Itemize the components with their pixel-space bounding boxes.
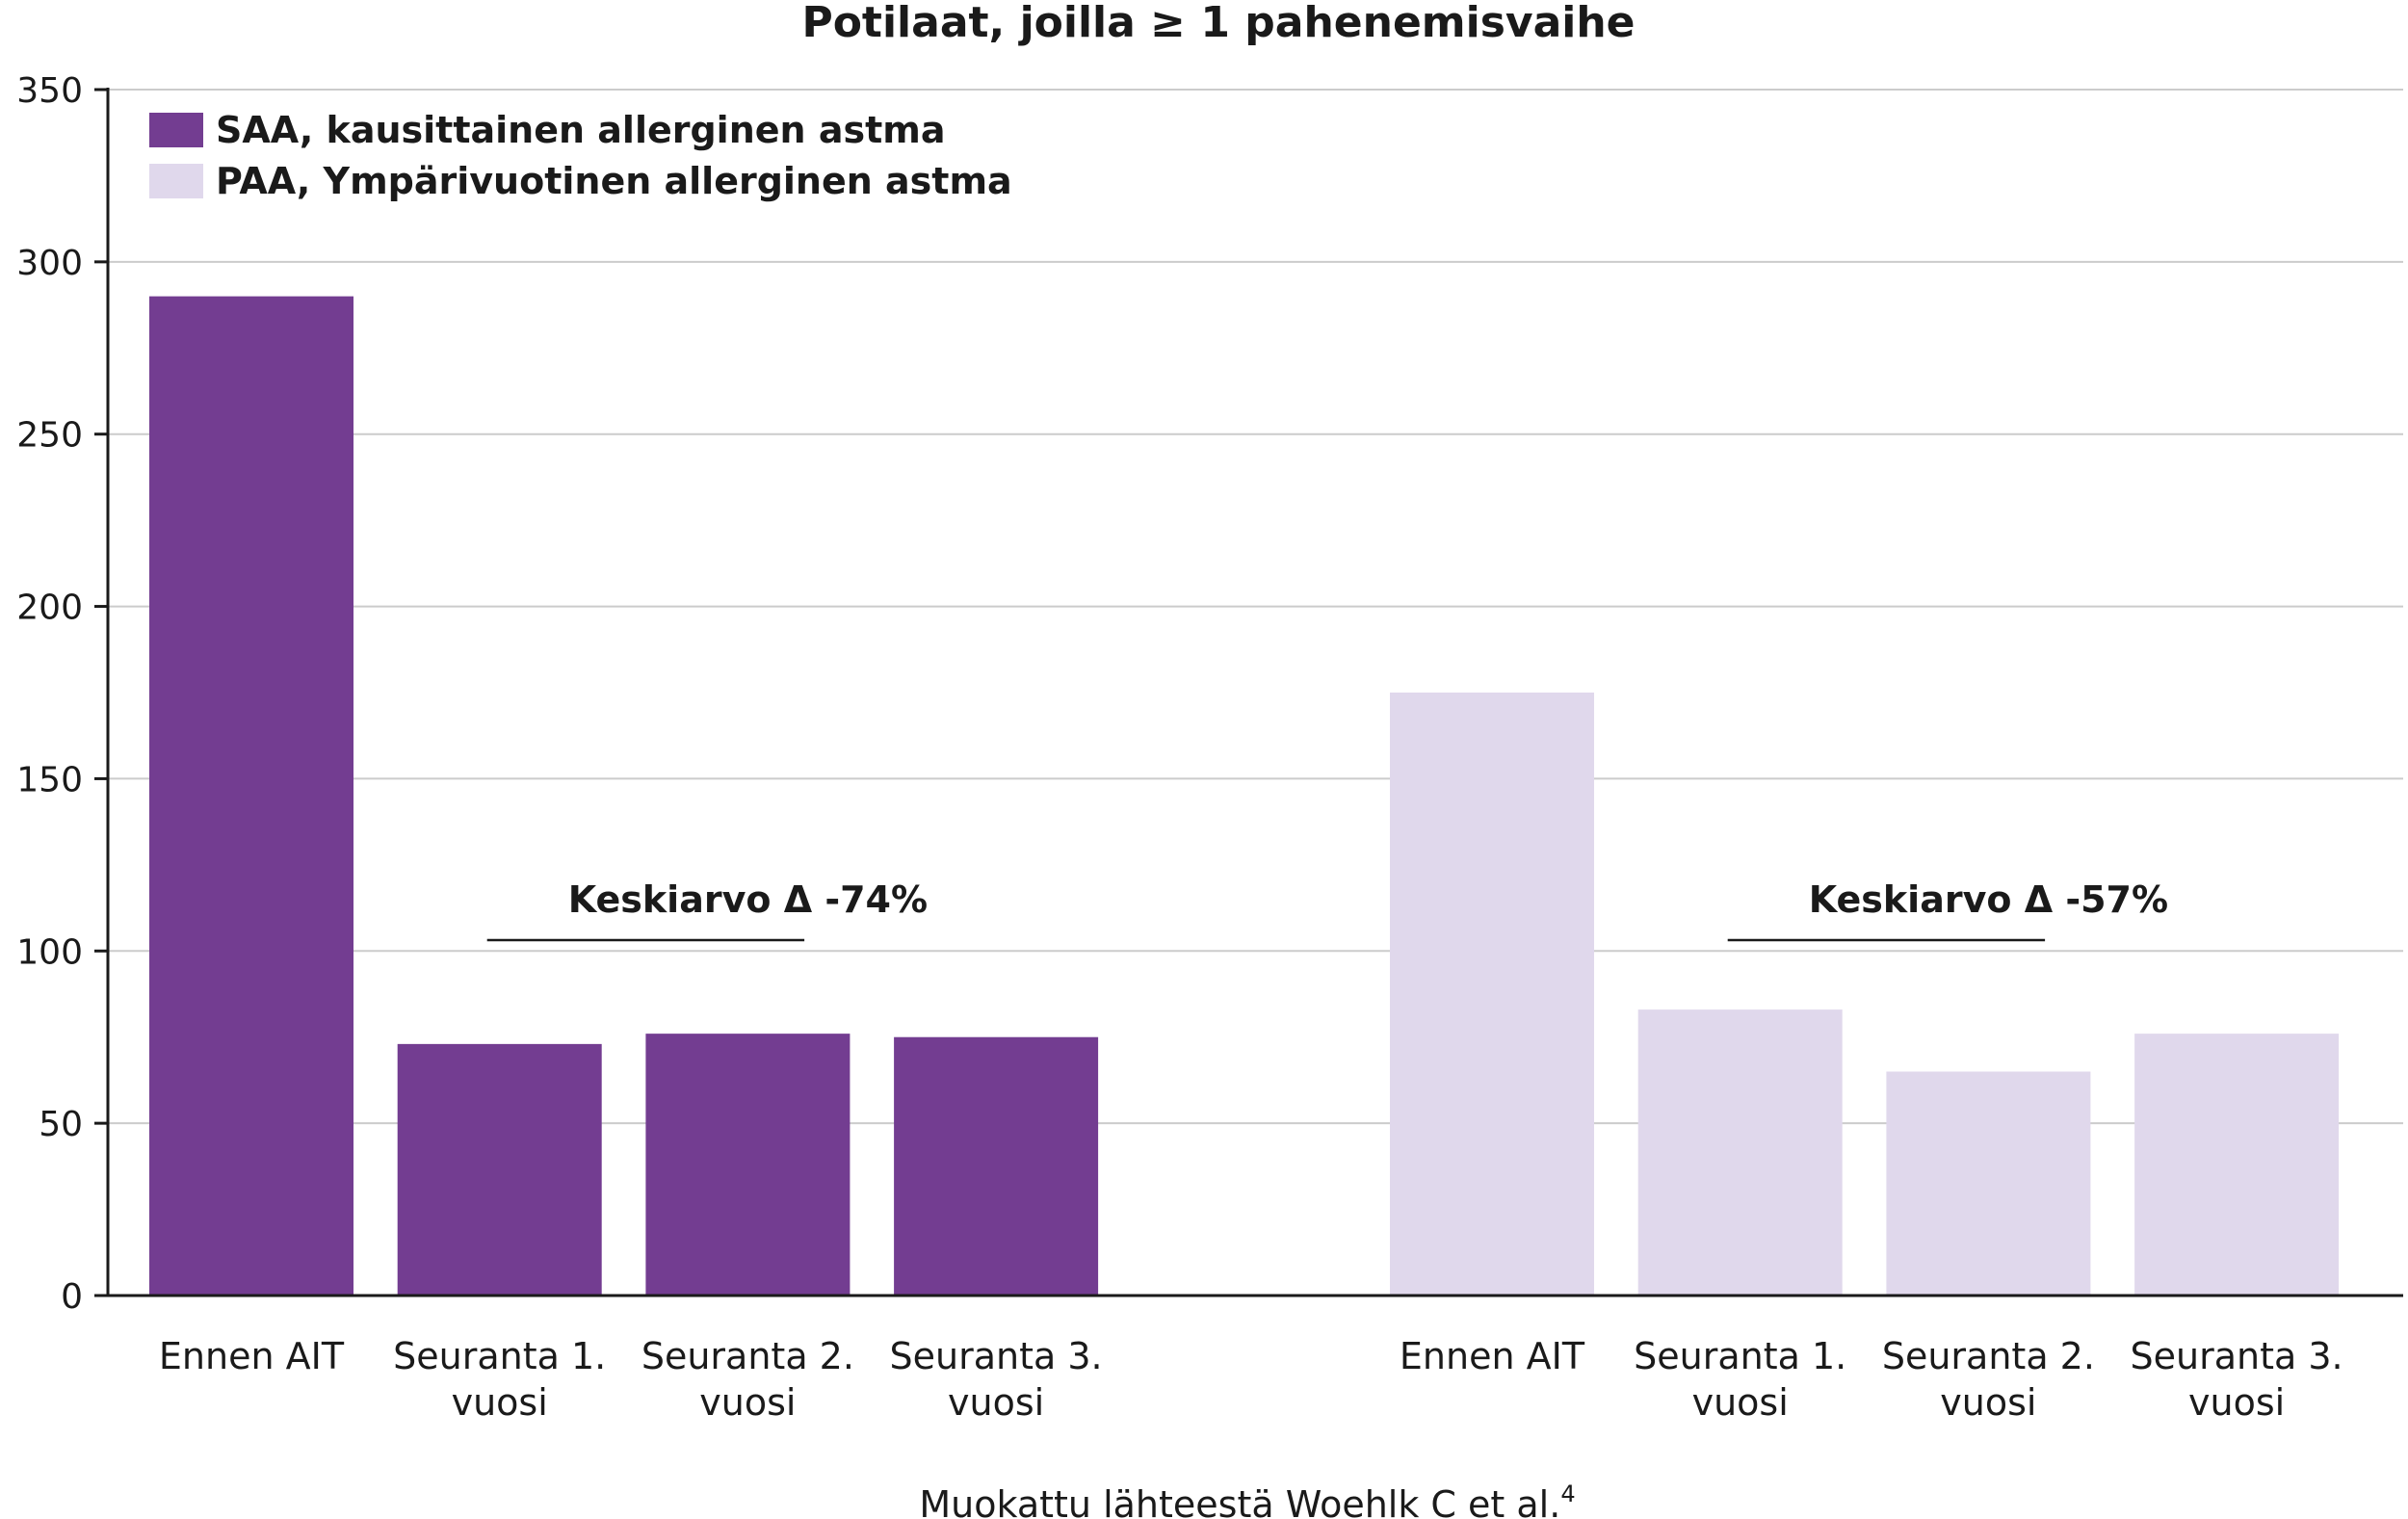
category-label-line: Ennen AIT xyxy=(159,1335,345,1377)
y-tick-label: 100 xyxy=(16,932,83,972)
category-label-line: Seuranta 3. xyxy=(2131,1335,2343,1377)
bar-g1-1 xyxy=(149,296,353,1296)
legend-swatch xyxy=(149,113,203,147)
legend-label: SAA, kausittainen allerginen astma xyxy=(216,109,945,151)
axes xyxy=(94,88,2403,1297)
category-label-line: Seuranta 3. xyxy=(890,1335,1103,1377)
category-label: Seuranta 1. vuosi xyxy=(393,1335,606,1424)
bar-g2-1 xyxy=(1390,693,1594,1296)
category-label: Seuranta 1. vuosi xyxy=(1634,1335,1846,1424)
annotations: Keskiarvo Δ -74% Keskiarvo Δ -57% xyxy=(486,878,2168,942)
bar-g2-3 xyxy=(1886,1071,2091,1296)
legend: SAA, kausittainen allerginen astma PAA, Y… xyxy=(149,109,1012,202)
category-label-line: vuosi xyxy=(2188,1381,2285,1424)
category-label-line: vuosi xyxy=(1940,1381,2036,1424)
category-label: Seuranta 3. vuosi xyxy=(2131,1335,2343,1424)
y-tick-label: 150 xyxy=(16,760,83,799)
grid-lines xyxy=(108,89,2403,1125)
category-label: Ennen AIT xyxy=(159,1335,345,1377)
category-label: Ennen AIT xyxy=(1400,1335,1585,1377)
bar-g2-2 xyxy=(1637,1009,1843,1296)
annotation-label: Keskiarvo Δ -57% xyxy=(1809,878,2168,921)
category-label-line: vuosi xyxy=(948,1381,1044,1424)
category-label: Seuranta 3. vuosi xyxy=(890,1335,1103,1424)
category-label: Seuranta 2. vuosi xyxy=(1882,1335,2095,1424)
category-label-line: Ennen AIT xyxy=(1400,1335,1585,1377)
category-label-line: vuosi xyxy=(699,1381,796,1424)
y-tick-label: 350 xyxy=(16,71,83,111)
source-note-superscript: 4 xyxy=(1560,1480,1575,1507)
category-label-line: vuosi xyxy=(1692,1381,1789,1424)
y-tick-label: 250 xyxy=(16,416,83,456)
category-label-line: Seuranta 1. xyxy=(1634,1335,1846,1377)
bar-g1-3 xyxy=(645,1034,851,1296)
y-tick-label: 0 xyxy=(61,1277,83,1317)
y-tick-label: 300 xyxy=(16,244,83,283)
y-axis-ticks: 0 50 100 150 200 250 300 350 xyxy=(16,71,108,1317)
legend-swatch xyxy=(149,164,203,198)
category-label: Seuranta 2. vuosi xyxy=(641,1335,854,1424)
category-label-line: vuosi xyxy=(452,1381,548,1424)
bar-g1-2 xyxy=(397,1043,602,1296)
y-tick-label: 50 xyxy=(39,1105,83,1144)
category-label-line: Seuranta 2. xyxy=(1882,1335,2095,1377)
legend-label: PAA, Ympärivuotinen allerginen astma xyxy=(216,160,1012,202)
bar-g2-4 xyxy=(2134,1034,2340,1296)
category-label-line: Seuranta 1. xyxy=(393,1335,606,1377)
source-note-text: Muokattu lähteestä Woehlk C et al. xyxy=(919,1483,1560,1519)
y-tick-label: 200 xyxy=(16,589,83,628)
chart-title: Potilaat, joilla ≥ 1 pahenemisvaihe xyxy=(801,0,1635,47)
bars xyxy=(149,296,2340,1296)
annotation-label: Keskiarvo Δ -74% xyxy=(568,878,928,921)
source-note: Muokattu lähteestä Woehlk C et al.4 xyxy=(919,1480,1575,1519)
bar-g1-4 xyxy=(894,1036,1099,1296)
category-label-line: Seuranta 2. xyxy=(641,1335,854,1377)
